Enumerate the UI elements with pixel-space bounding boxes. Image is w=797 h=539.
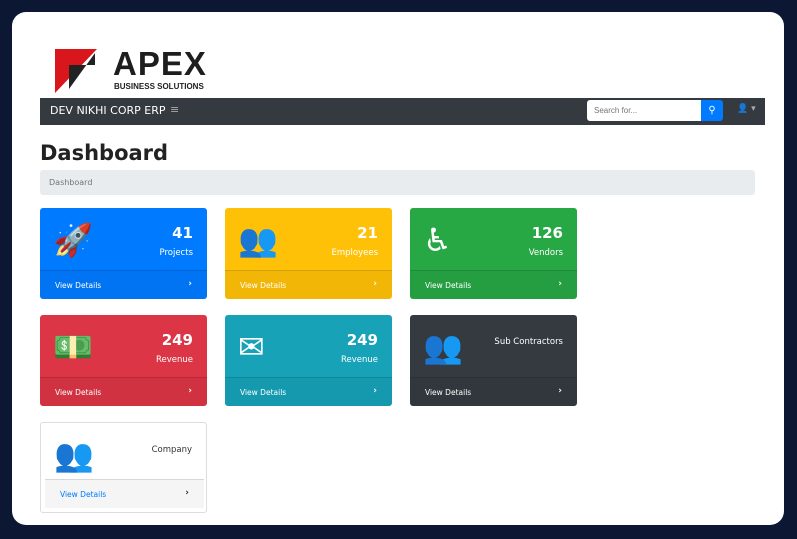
search-button[interactable]: ⚲ bbox=[701, 100, 723, 121]
user-dropdown[interactable]: 👤 ▾ bbox=[737, 104, 756, 114]
chevron-right-icon: › bbox=[373, 279, 377, 289]
card-value: 249 bbox=[346, 331, 378, 349]
card-label: Revenue bbox=[155, 355, 193, 365]
accessibility-icon: ♿ bbox=[423, 221, 452, 259]
stat-card-sub-contractors: 👥 Sub Contractors View Details › bbox=[410, 315, 577, 406]
card-value: 249 bbox=[161, 331, 193, 349]
search-icon: ⚲ bbox=[708, 105, 716, 116]
stat-card-vendors: ♿ 126 Vendors View Details › bbox=[410, 208, 577, 299]
user-icon: 👤 bbox=[737, 104, 749, 114]
card-label: Revenue bbox=[340, 355, 378, 365]
card-value: 126 bbox=[531, 224, 563, 242]
view-details-link[interactable]: View Details › bbox=[225, 270, 392, 299]
users-cog-icon: 👥 bbox=[423, 328, 463, 366]
card-value: 41 bbox=[172, 224, 193, 242]
stat-card-revenue: 💵 249 Revenue View Details › bbox=[40, 315, 207, 406]
view-details-link[interactable]: View Details › bbox=[45, 479, 204, 508]
card-label: Employees bbox=[331, 248, 378, 258]
top-navbar: DEV NIKHI CORP ERP ≡ ⚲ 👤 ▾ bbox=[40, 98, 765, 125]
view-details-link[interactable]: View Details › bbox=[410, 270, 577, 299]
card-label: Sub Contractors bbox=[494, 337, 563, 347]
search-input[interactable] bbox=[587, 100, 701, 121]
card-label: Vendors bbox=[528, 248, 563, 258]
view-details-link[interactable]: View Details › bbox=[40, 270, 207, 299]
chevron-right-icon: › bbox=[373, 386, 377, 396]
chevron-right-icon: › bbox=[558, 386, 562, 396]
chevron-right-icon: › bbox=[188, 279, 192, 289]
users-icon: 👥 bbox=[238, 221, 278, 259]
view-details-link[interactable]: View Details › bbox=[40, 377, 207, 406]
card-label: Company bbox=[151, 445, 192, 455]
view-details-link[interactable]: View Details › bbox=[225, 377, 392, 406]
envelope-open-icon: ✉ bbox=[238, 328, 265, 366]
stat-card-employees: 👥 21 Employees View Details › bbox=[225, 208, 392, 299]
app-window: APEX BUSINESS SOLUTIONS DEV NIKHI CORP E… bbox=[12, 12, 784, 525]
card-value: 21 bbox=[357, 224, 378, 242]
rocket-icon: 🚀 bbox=[53, 221, 93, 259]
users-cog-icon: 👥 bbox=[54, 436, 94, 474]
stat-card-company: 👥 Company View Details › bbox=[40, 422, 207, 513]
hamburger-icon[interactable]: ≡ bbox=[170, 103, 180, 116]
brand-link[interactable]: DEV NIKHI CORP ERP bbox=[50, 104, 166, 117]
breadcrumb: Dashboard bbox=[40, 170, 755, 195]
view-details-link[interactable]: View Details › bbox=[410, 377, 577, 406]
stat-card-projects: 🚀 41 Projects View Details › bbox=[40, 208, 207, 299]
chevron-right-icon: › bbox=[185, 488, 189, 498]
money-bill-icon: 💵 bbox=[53, 328, 93, 366]
chevron-right-icon: › bbox=[558, 279, 562, 289]
page-title: Dashboard bbox=[40, 141, 169, 165]
apex-logo: APEX BUSINESS SOLUTIONS bbox=[55, 45, 206, 94]
stat-card-revenue: ✉ 249 Revenue View Details › bbox=[225, 315, 392, 406]
card-label: Projects bbox=[159, 248, 193, 258]
chevron-right-icon: › bbox=[188, 386, 192, 396]
